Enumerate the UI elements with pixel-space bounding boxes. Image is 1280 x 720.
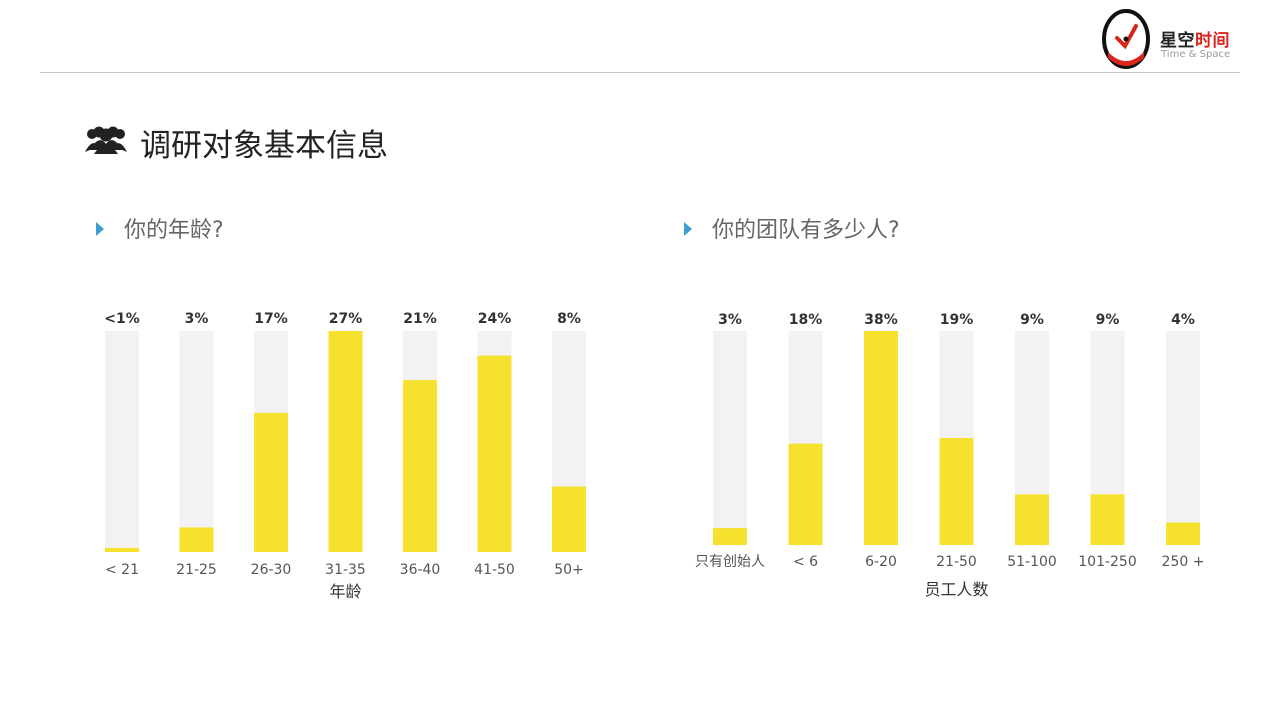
bar-track xyxy=(105,331,139,552)
data-label: 27% xyxy=(329,311,363,327)
brand-english: Time & Space xyxy=(1161,49,1231,60)
x-axis-label: 年龄 xyxy=(329,582,361,601)
people-group-icon xyxy=(85,126,127,154)
data-label: 19% xyxy=(940,312,974,328)
bar xyxy=(713,528,747,545)
data-label: 24% xyxy=(478,311,512,327)
tick-label: 101-250 xyxy=(1078,554,1137,570)
bar xyxy=(105,547,139,552)
data-label: 9% xyxy=(1096,312,1120,328)
data-label: 4% xyxy=(1171,312,1195,328)
bar xyxy=(328,331,363,552)
tick-label: 36-40 xyxy=(400,562,441,578)
tick-label: 250 + xyxy=(1162,554,1205,570)
tick-label: < 6 xyxy=(793,554,818,570)
header-divider xyxy=(40,72,1240,73)
bar-track xyxy=(179,331,214,552)
tick-label: < 21 xyxy=(105,562,139,578)
bar xyxy=(864,331,898,545)
bar xyxy=(1015,494,1049,545)
page-title: 调研对象基本信息 xyxy=(140,128,388,164)
bar-track xyxy=(713,331,747,545)
bar-track xyxy=(1166,331,1200,545)
bar xyxy=(552,486,586,552)
tick-label: 50+ xyxy=(554,562,584,578)
tick-label: 41-50 xyxy=(474,562,515,578)
team-size-question: 你的团队有多少人? xyxy=(712,218,900,243)
age-question: 你的年龄? xyxy=(124,218,224,243)
data-label: 17% xyxy=(254,311,288,327)
tick-label: 26-30 xyxy=(251,562,292,578)
data-label: 18% xyxy=(789,312,823,328)
tick-label: 只有创始人 xyxy=(695,554,765,570)
tick-label: 51-100 xyxy=(1007,554,1057,570)
data-label: 8% xyxy=(557,311,581,327)
bar xyxy=(1090,494,1125,545)
data-label: 3% xyxy=(185,311,209,327)
data-label: 21% xyxy=(403,311,437,327)
bar xyxy=(403,380,437,552)
brand-name: 星空时间 xyxy=(1160,31,1230,51)
tick-label: 21-25 xyxy=(176,562,217,578)
bar xyxy=(254,412,288,552)
logo-clock-icon xyxy=(1102,9,1150,69)
bar xyxy=(1166,522,1200,545)
bullet-arrow-icon xyxy=(684,222,692,236)
bar xyxy=(939,438,974,545)
data-label: 9% xyxy=(1020,312,1044,328)
bar xyxy=(477,355,512,552)
tick-label: 31-35 xyxy=(325,562,366,578)
bullet-arrow-icon xyxy=(96,222,104,236)
data-label: 38% xyxy=(864,312,898,328)
data-label: 3% xyxy=(718,312,742,328)
tick-label: 6-20 xyxy=(865,554,897,570)
tick-label: 21-50 xyxy=(936,554,977,570)
bar xyxy=(179,527,214,552)
data-label: <1% xyxy=(104,311,140,327)
x-axis-label: 员工人数 xyxy=(924,580,988,599)
bar xyxy=(788,443,823,545)
